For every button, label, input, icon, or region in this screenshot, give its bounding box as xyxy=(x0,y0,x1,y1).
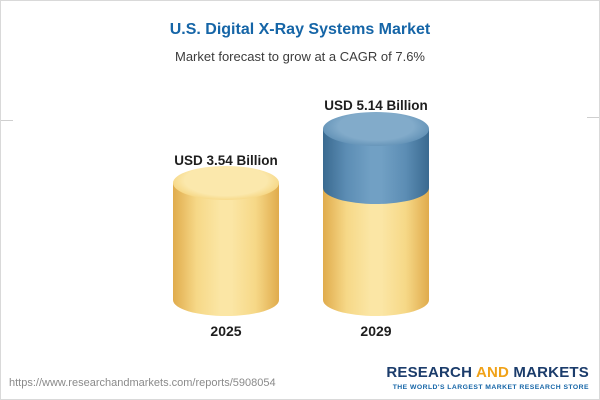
value-label-2029: USD 5.14 Billion xyxy=(324,98,428,113)
logo-word-and: AND xyxy=(475,364,510,382)
bar-2025-body xyxy=(173,183,279,316)
page-subtitle: Market forecast to grow at a CAGR of 7.6… xyxy=(175,49,425,64)
researchandmarkets-logo: RESEARCH AND MARKETS THE WORLD'S LARGEST… xyxy=(386,364,589,391)
logo-word-research: RESEARCH xyxy=(386,364,473,382)
logo-tagline: THE WORLD'S LARGEST MARKET RESEARCH STOR… xyxy=(392,383,589,391)
logo-word-markets: MARKETS xyxy=(513,364,589,382)
bar-2025-cylinder xyxy=(173,166,279,316)
category-label-2025: 2025 xyxy=(210,323,242,339)
value-label-2025: USD 3.54 Billion xyxy=(174,153,278,168)
bar-2029-top xyxy=(323,112,429,146)
bar-2029-base-segment xyxy=(323,187,429,316)
page-title: U.S. Digital X-Ray Systems Market xyxy=(169,21,431,38)
bar-2025-top xyxy=(173,166,279,200)
left-axis-tick xyxy=(1,120,13,121)
category-label-2029: 2029 xyxy=(360,323,392,339)
right-axis-tick xyxy=(587,117,599,118)
report-url: https://www.researchandmarkets.com/repor… xyxy=(9,377,276,389)
bar-2029-cylinder xyxy=(323,112,429,316)
logo-wordmark: RESEARCH AND MARKETS xyxy=(386,364,589,382)
